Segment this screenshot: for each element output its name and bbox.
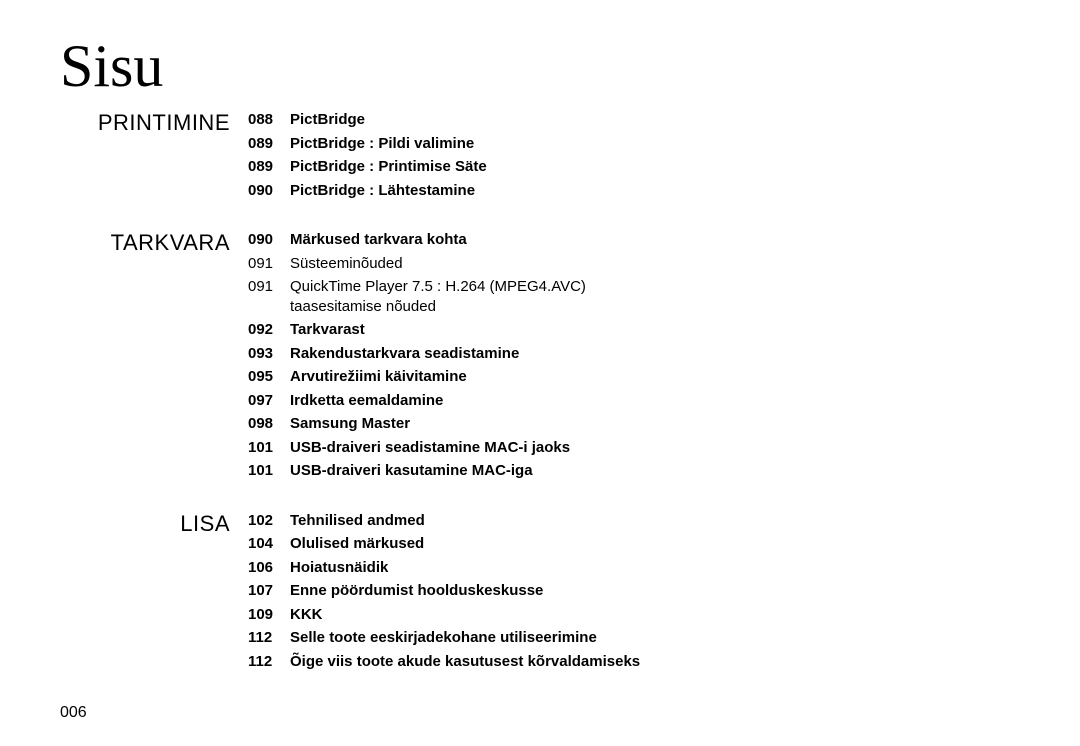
entry-page: 101 [248,438,290,458]
entry-page: 090 [248,230,290,250]
toc-entry: 091QuickTime Player 7.5 : H.264 (MPEG4.A… [248,277,650,316]
toc-entry: 088PictBridge [248,110,487,130]
entry-text: KKK [290,605,323,625]
entry-text: Süsteeminõuded [290,254,403,274]
toc-sections: PRINTIMINE088PictBridge089PictBridge : P… [60,110,1020,675]
section-label: TARKVARA [60,230,248,256]
entry-text: Märkused tarkvara kohta [290,230,467,250]
toc-entry: 101USB-draiveri seadistamine MAC-i jaoks [248,438,650,458]
entry-text: Selle toote eeskirjadekohane utiliseerim… [290,628,597,648]
entry-text: Enne pöördumist hoolduskeskusse [290,581,543,601]
entry-page: 089 [248,157,290,177]
toc-entry: 095Arvutirežiimi käivitamine [248,367,650,387]
toc-entry: 109KKK [248,605,640,625]
entry-text: PictBridge : Pildi valimine [290,134,474,154]
entry-page: 090 [248,181,290,201]
entry-text: PictBridge : Lähtestamine [290,181,475,201]
entry-text: Arvutirežiimi käivitamine [290,367,467,387]
toc-entry: 091Süsteeminõuded [248,254,650,274]
entry-text: Õige viis toote akude kasutusest kõrvald… [290,652,640,672]
entry-page: 095 [248,367,290,387]
entry-page: 088 [248,110,290,130]
entry-page: 098 [248,414,290,434]
entry-text: Rakendustarkvara seadistamine [290,344,519,364]
entry-text: Hoiatusnäidik [290,558,388,578]
page-title: Sisu [60,36,1020,96]
toc-entry: 089PictBridge : Printimise Säte [248,157,487,177]
toc-entry: 090Märkused tarkvara kohta [248,230,650,250]
toc-section: PRINTIMINE088PictBridge089PictBridge : P… [60,110,1020,204]
section-label: PRINTIMINE [60,110,248,136]
toc-entry: 090PictBridge : Lähtestamine [248,181,487,201]
page: Sisu PRINTIMINE088PictBridge089PictBridg… [0,0,1080,746]
section-entries: 090Märkused tarkvara kohta091Süsteeminõu… [248,230,650,485]
toc-entry: 112Selle toote eeskirjadekohane utilisee… [248,628,640,648]
section-entries: 088PictBridge089PictBridge : Pildi valim… [248,110,487,204]
section-label: LISA [60,511,248,537]
entry-page: 092 [248,320,290,340]
toc-entry: 101USB-draiveri kasutamine MAC-iga [248,461,650,481]
entry-text: Tehnilised andmed [290,511,425,531]
toc-entry: 093Rakendustarkvara seadistamine [248,344,650,364]
entry-page: 093 [248,344,290,364]
entry-text: Irdketta eemaldamine [290,391,443,411]
toc-entry: 097Irdketta eemaldamine [248,391,650,411]
entry-page: 109 [248,605,290,625]
entry-text: Tarkvarast [290,320,365,340]
entry-text: PictBridge : Printimise Säte [290,157,487,177]
toc-section: LISA102Tehnilised andmed104Olulised märk… [60,511,1020,676]
entry-text: USB-draiveri kasutamine MAC-iga [290,461,533,481]
toc-entry: 104Olulised märkused [248,534,640,554]
entry-page: 091 [248,277,290,297]
entry-page: 091 [248,254,290,274]
entry-page: 106 [248,558,290,578]
entry-page: 101 [248,461,290,481]
entry-text: PictBridge [290,110,365,130]
entry-text: USB-draiveri seadistamine MAC-i jaoks [290,438,570,458]
toc-entry: 106Hoiatusnäidik [248,558,640,578]
entry-page: 089 [248,134,290,154]
entry-text: Samsung Master [290,414,410,434]
toc-entry: 112Õige viis toote akude kasutusest kõrv… [248,652,640,672]
entry-text: QuickTime Player 7.5 : H.264 (MPEG4.AVC)… [290,277,650,316]
entry-text: Olulised märkused [290,534,424,554]
toc-entry: 098Samsung Master [248,414,650,434]
section-entries: 102Tehnilised andmed104Olulised märkused… [248,511,640,676]
toc-entry: 102Tehnilised andmed [248,511,640,531]
entry-page: 104 [248,534,290,554]
entry-page: 102 [248,511,290,531]
toc-section: TARKVARA090Märkused tarkvara kohta091Süs… [60,230,1020,485]
entry-page: 112 [248,628,290,648]
toc-entry: 089PictBridge : Pildi valimine [248,134,487,154]
page-number: 006 [60,704,87,722]
entry-page: 097 [248,391,290,411]
entry-page: 112 [248,652,290,672]
toc-entry: 092Tarkvarast [248,320,650,340]
entry-page: 107 [248,581,290,601]
toc-entry: 107Enne pöördumist hoolduskeskusse [248,581,640,601]
